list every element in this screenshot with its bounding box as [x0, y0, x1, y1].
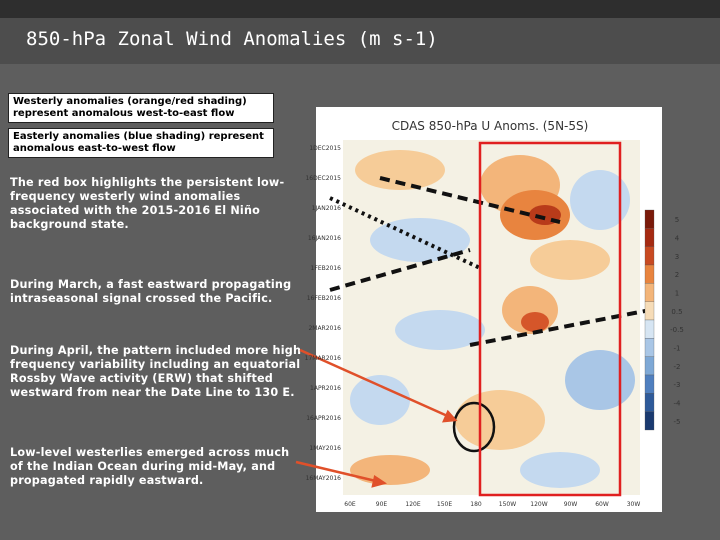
colorbar-swatch — [644, 338, 655, 357]
y-label: 1JAN2016 — [312, 205, 342, 212]
y-label: 1MAY2016 — [309, 445, 341, 452]
x-label: 60E — [344, 501, 356, 508]
colorbar-swatch — [644, 374, 655, 394]
colorbar-swatch — [644, 301, 655, 321]
annotations — [329, 176, 651, 453]
dotted-line — [329, 196, 481, 270]
easterly-patch — [395, 310, 485, 350]
y-label: 16FEB2016 — [307, 295, 341, 302]
arrow — [295, 460, 381, 484]
easterly-patch — [565, 350, 635, 410]
colorbar-label: 2 — [675, 271, 679, 279]
arrow — [299, 348, 453, 420]
colorbar-label: -3 — [674, 381, 681, 389]
x-label: 30W — [627, 501, 641, 508]
colorbar-swatch — [644, 356, 655, 376]
colorbar-label: 4 — [675, 235, 680, 243]
colorbar-label: 5 — [675, 216, 679, 224]
note: Low-level westerlies emerged across much… — [10, 446, 290, 487]
westerly-patch — [502, 286, 558, 334]
x-label: 150E — [437, 501, 452, 508]
colorbar-label: 3 — [675, 253, 679, 261]
figure-axes: 1DEC2015 16DEC2015 1JAN2016 16JAN2016 1FEB20… — [305, 145, 684, 508]
colorbar-label: -0.5 — [670, 326, 684, 334]
x-label: 150W — [499, 501, 516, 508]
x-label: 90E — [376, 501, 388, 508]
figure-background — [316, 107, 662, 512]
arrowhead — [441, 409, 458, 423]
westerly-patch — [480, 155, 560, 215]
y-label: 16JAN2016 — [308, 235, 341, 242]
note: During April, the pattern included more … — [10, 344, 302, 399]
colorbar-swatch — [644, 411, 655, 431]
y-label: 16APR2016 — [306, 415, 341, 422]
arrows — [295, 348, 458, 488]
callout: Westerly anomalies (orange/red shading) … — [8, 93, 274, 123]
x-label: 60W — [595, 501, 609, 508]
hovmoller-field — [343, 140, 640, 495]
x-label: 120W — [530, 501, 547, 508]
highlight-circle — [452, 401, 496, 453]
easterly-patch — [370, 218, 470, 262]
colorbar-label: -2 — [674, 363, 681, 371]
x-label: 180 — [470, 501, 482, 508]
colorbar-label: -4 — [674, 400, 682, 408]
easterly-patch — [350, 375, 410, 425]
y-label: 1FEB2016 — [311, 265, 342, 272]
westerly-patch — [500, 190, 570, 240]
figure-title: CDAS 850-hPa U Anoms. (5N-5S) — [392, 119, 589, 133]
y-label: 1DEC2015 — [309, 145, 341, 152]
y-label: 16DEC2015 — [305, 175, 341, 182]
colorbar-swatch — [644, 246, 655, 266]
colorbar-swatch — [644, 283, 655, 302]
westerly-patch — [355, 150, 445, 190]
westerly-patch — [455, 390, 545, 450]
y-label: 1APR2016 — [310, 385, 341, 392]
note: The red box highlights the persistent lo… — [10, 176, 285, 231]
top-bar — [0, 0, 720, 18]
arrowhead — [371, 474, 387, 488]
dashed-line — [469, 308, 651, 347]
y-label: 16MAY2016 — [306, 475, 342, 482]
dashed-line — [329, 248, 471, 292]
colorbar-label: 0.5 — [671, 308, 682, 316]
x-label: 90W — [564, 501, 578, 508]
dashed-line — [379, 176, 561, 224]
slide-title: 850-hPa Zonal Wind Anomalies (m s-1) — [26, 28, 438, 50]
callout: Easterly anomalies (blue shading) repres… — [8, 128, 274, 158]
title-bar — [0, 18, 720, 64]
colorbar-label: -1 — [674, 345, 681, 353]
y-label: 17MAR2016 — [305, 355, 342, 362]
colorbar-swatch — [644, 393, 655, 412]
colorbar-swatch — [644, 228, 655, 247]
note: During March, a fast eastward propagatin… — [10, 278, 292, 305]
colorbar-swatch — [644, 209, 655, 229]
plot-area — [343, 140, 640, 495]
westerly-patch — [350, 455, 430, 485]
colorbar-label: 1 — [675, 290, 679, 298]
colorbar-swatch — [644, 319, 655, 339]
westerly-patch — [530, 240, 610, 280]
westerly-core — [521, 312, 549, 332]
y-label: 2MAR2016 — [308, 325, 341, 332]
highlight-box — [478, 141, 622, 497]
easterly-patch — [520, 452, 600, 488]
westerly-core — [529, 205, 561, 225]
colorbar-label: -5 — [674, 418, 681, 426]
colorbar-swatch — [644, 264, 655, 284]
easterly-patch — [570, 170, 630, 230]
x-label: 120E — [405, 501, 420, 508]
